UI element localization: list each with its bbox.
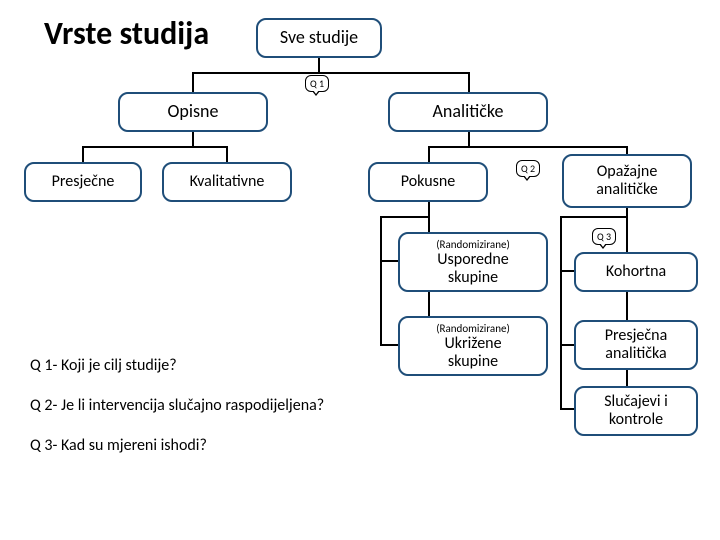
node-kohortna: Kohortna <box>574 252 698 292</box>
connector-line <box>468 132 470 146</box>
node-pokusne: Pokusne <box>368 162 488 202</box>
connector-line <box>192 72 470 74</box>
connector-line <box>380 216 382 344</box>
connector-line <box>192 132 194 146</box>
connector-line <box>380 260 398 262</box>
badge-q3: Q 3 <box>592 228 616 245</box>
badge-q1: Q 1 <box>305 75 329 92</box>
connector-line <box>82 146 84 162</box>
node-usporedne: (Randomizirane) Usporedne skupine <box>398 232 548 292</box>
node-opisne-label: Opisne <box>168 102 219 122</box>
connector-line <box>428 146 628 148</box>
node-root: Sve studije <box>256 18 382 58</box>
note-q3: Q 3- Kad su mjereni ishodi? <box>30 436 207 455</box>
note-q1: Q 1- Koji je cilj studije? <box>30 356 177 375</box>
connector-line <box>380 344 398 346</box>
node-presjecne: Presječne <box>24 162 142 202</box>
node-presjecna-a-label: Presječna analitička <box>605 327 667 362</box>
badge-q2-label: Q 2 <box>521 162 535 175</box>
badge-q2: Q 2 <box>516 160 540 177</box>
connector-line <box>560 270 574 272</box>
badge-q3-label: Q 3 <box>597 230 611 243</box>
connector-line <box>226 146 228 162</box>
connector-line <box>560 216 562 408</box>
node-analiticke-label: Analitičke <box>433 102 504 122</box>
page-title: Vrste studija <box>44 14 209 53</box>
node-analiticke: Analitičke <box>388 92 548 132</box>
node-root-label: Sve studije <box>280 28 358 48</box>
node-opisne: Opisne <box>118 92 268 132</box>
connector-line <box>560 408 574 410</box>
node-kohortna-label: Kohortna <box>606 263 666 281</box>
node-kvalitativne-label: Kvalitativne <box>190 173 265 191</box>
node-slucajevi-label: Slučajevi i kontrole <box>604 393 668 428</box>
connector-line <box>428 146 430 162</box>
connector-line <box>82 146 228 148</box>
node-ukrizene-label: Ukrižene skupine <box>444 335 501 370</box>
connector-line <box>318 58 320 72</box>
note-q2: Q 2- Je li intervencija slučajno raspodi… <box>30 396 324 415</box>
node-ukrizene: (Randomizirane) Ukrižene skupine <box>398 316 548 376</box>
node-slucajevi: Slučajevi i kontrole <box>574 386 698 436</box>
node-opazajne: Opažajne analitičke <box>562 154 692 208</box>
badge-q1-label: Q 1 <box>310 77 324 90</box>
connector-line <box>626 146 628 154</box>
connector-line <box>468 72 470 92</box>
connector-line <box>560 216 628 218</box>
connector-line <box>192 72 194 92</box>
node-pokusne-label: Pokusne <box>401 173 455 191</box>
connector-line <box>626 208 628 408</box>
node-presjecna-a: Presječna analitička <box>574 320 698 370</box>
node-kvalitativne: Kvalitativne <box>162 162 292 202</box>
node-presjecne-label: Presječne <box>52 173 115 191</box>
connector-line <box>560 344 574 346</box>
node-opazajne-label: Opažajne analitičke <box>596 163 657 198</box>
connector-line <box>380 216 430 218</box>
node-usporedne-label: Usporedne skupine <box>437 251 508 286</box>
